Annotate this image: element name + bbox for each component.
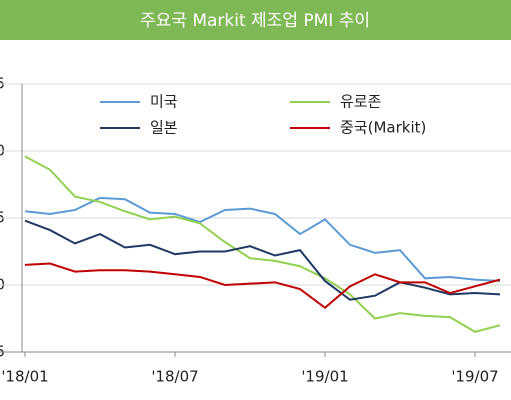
legend-label: 유로존 [340,93,382,111]
legend-label: 일본 [150,119,178,137]
legend-label: 중국(Markit) [340,119,426,137]
legend-label: 미국 [150,93,178,111]
title-bar [0,0,511,40]
x-tick-label: '19/07 [451,368,498,386]
x-tick-label: '19/01 [301,368,348,386]
series-line [24,196,501,282]
x-tick-label: '18/01 [1,368,48,386]
x-tick-label: '18/07 [151,368,198,386]
chart-title: 주요국 Markit 제조업 PMI 추이 [140,11,370,31]
series-line [24,219,501,301]
series-line [24,262,501,310]
series-line [24,155,501,333]
